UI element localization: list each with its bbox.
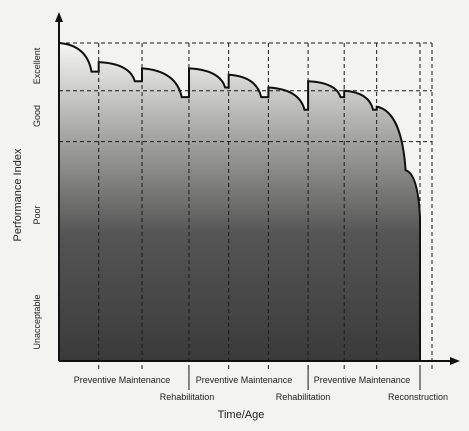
preventive-maintenance-label-1: Preventive Maintenance [74, 375, 171, 385]
performance-curve-line [58, 42, 421, 361]
dashed-grid [59, 42, 433, 390]
reconstruction-label: Reconstruction [388, 392, 448, 402]
preventive-maintenance-label-3: Preventive Maintenance [314, 375, 411, 385]
axes [55, 12, 460, 365]
x-axis-arrow [450, 357, 460, 365]
performance-area [59, 43, 420, 361]
zone-label-unacceptable: Unacceptable [32, 294, 42, 349]
zone-label-poor: Poor [32, 205, 42, 224]
zone-label-excellent: Excellent [32, 47, 42, 84]
y-axis-arrow [55, 12, 63, 22]
rehabilitation-label-1: Rehabilitation [160, 392, 215, 402]
rehabilitation-label-2: Rehabilitation [276, 392, 331, 402]
x-axis-label: Time/Age [218, 409, 265, 421]
intervention-labels: Preventive Maintenance Preventive Mainte… [74, 375, 448, 402]
performance-curve [58, 42, 421, 361]
preventive-maintenance-label-2: Preventive Maintenance [196, 375, 293, 385]
performance-area-fill [59, 43, 420, 361]
y-axis-label: Performance Index [12, 148, 24, 241]
zone-labels: Excellent Good Poor Unacceptable [32, 47, 42, 349]
zone-label-good: Good [32, 105, 42, 127]
